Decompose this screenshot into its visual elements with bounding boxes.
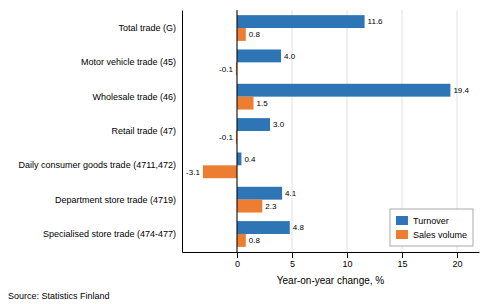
y-tick-label: Total trade (G) (118, 23, 176, 33)
plot: 0 5 10 15 20 Total trade (G) Motor vehicle tra… (19, 10, 480, 269)
bar (237, 84, 450, 97)
zero-line (237, 10, 238, 252)
legend-swatch (396, 216, 408, 225)
bar (237, 152, 241, 165)
bar (237, 28, 246, 41)
data-label: 1.5 (257, 99, 269, 108)
x-tick-mark (457, 252, 458, 258)
bar (237, 97, 254, 110)
x-tick-label: 0 (235, 259, 240, 269)
data-label: 4.0 (284, 52, 296, 61)
x-tick-label: 15 (397, 259, 407, 269)
y-tick: Department store trade (4719) (55, 195, 182, 205)
bar (203, 165, 237, 178)
legend: Turnover Sales volume (390, 209, 473, 246)
bar (237, 234, 246, 247)
x-tick-label: 5 (290, 259, 295, 269)
y-tick: Retail trade (47) (111, 126, 182, 136)
y-tick-label: Specialised store trade (474-477) (43, 229, 176, 239)
x-tick-mark (237, 252, 238, 258)
x-tick-mark (347, 252, 348, 258)
y-axis: Total trade (G) Motor vehicle trade (45) W… (19, 11, 183, 253)
grid-line (292, 10, 293, 252)
data-label: 19.4 (453, 86, 469, 95)
data-label: 4.1 (285, 189, 297, 198)
data-label: 4.8 (293, 223, 305, 232)
data-label: -0.1 (219, 133, 233, 142)
grid-line (347, 10, 348, 252)
x-axis-title: Year-on-year change, % (277, 275, 385, 286)
legend-swatch (396, 230, 408, 239)
bar (237, 200, 262, 213)
legend-item: Turnover (396, 216, 449, 226)
x-tick-mark (292, 252, 293, 258)
x-tick: 10 (342, 252, 352, 269)
data-label: 2.3 (265, 202, 277, 211)
grid-line (237, 10, 238, 252)
chart: 0 5 10 15 20 Total trade (G) Motor vehicle tra… (0, 0, 493, 304)
y-tick-label: Wholesale trade (46) (92, 92, 176, 102)
x-tick: 5 (290, 252, 295, 269)
legend-label: Sales volume (413, 230, 467, 240)
source-note: Source: Statistics Finland (8, 291, 110, 301)
y-tick-label: Retail trade (47) (111, 126, 176, 136)
y-tick: Specialised store trade (474-477) (43, 229, 182, 239)
x-tick-label: 20 (452, 259, 462, 269)
x-axis-line (183, 252, 480, 253)
x-tick: 20 (452, 252, 462, 269)
y-tick: Total trade (G) (118, 23, 182, 33)
x-tick: 0 (235, 252, 240, 269)
x-tick: 15 (397, 252, 407, 269)
bar (237, 15, 365, 28)
data-label: 11.6 (368, 17, 384, 26)
y-axis-line (182, 11, 183, 253)
data-label: 0.8 (249, 30, 261, 39)
bar (237, 187, 282, 200)
data-label: 0.4 (244, 155, 256, 164)
legend-item: Sales volume (396, 230, 467, 240)
bar (237, 221, 290, 234)
y-tick: Wholesale trade (46) (92, 92, 182, 102)
y-tick-label: Daily consumer goods trade (4711,472) (19, 160, 176, 170)
legend-box (390, 209, 473, 246)
y-tick: Daily consumer goods trade (4711,472) (19, 160, 182, 170)
data-label: 3.0 (273, 120, 285, 129)
x-tick-label: 10 (342, 259, 352, 269)
bar (237, 118, 270, 131)
y-tick: Motor vehicle trade (45) (81, 57, 182, 67)
y-tick-label: Motor vehicle trade (45) (81, 57, 176, 67)
data-label: 0.8 (249, 236, 261, 245)
data-label: -0.1 (219, 65, 233, 74)
grid (237, 10, 457, 252)
data-label: -3.1 (186, 168, 200, 177)
legend-label: Turnover (413, 216, 449, 226)
x-tick-mark (402, 252, 403, 258)
bar (237, 49, 281, 62)
x-axis: 0 5 10 15 20 (183, 252, 480, 269)
y-tick-label: Department store trade (4719) (55, 195, 176, 205)
